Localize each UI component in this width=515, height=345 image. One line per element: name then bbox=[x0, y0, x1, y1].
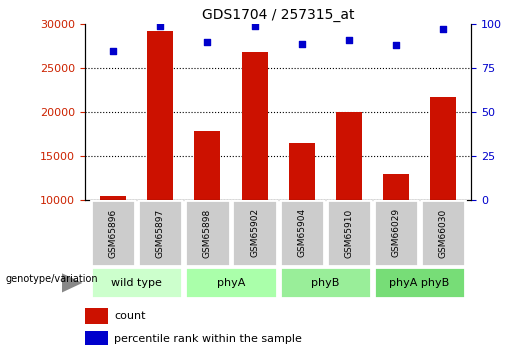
Text: GSM66030: GSM66030 bbox=[438, 208, 448, 257]
Bar bbox=[85, 331, 108, 345]
Bar bbox=[327, 200, 371, 266]
Bar bbox=[289, 143, 315, 288]
Bar bbox=[85, 308, 108, 324]
Text: GSM65910: GSM65910 bbox=[344, 208, 353, 257]
Bar bbox=[336, 112, 362, 288]
Point bbox=[156, 23, 164, 29]
Bar bbox=[195, 131, 220, 288]
Bar bbox=[185, 267, 277, 298]
Bar bbox=[421, 200, 465, 266]
Point bbox=[439, 27, 447, 32]
Bar bbox=[280, 267, 371, 298]
Point bbox=[392, 42, 400, 48]
Text: phyB: phyB bbox=[311, 278, 339, 288]
Bar bbox=[242, 52, 267, 288]
Point bbox=[250, 23, 259, 29]
Text: GSM65897: GSM65897 bbox=[156, 208, 165, 257]
Bar bbox=[374, 267, 465, 298]
Point bbox=[298, 41, 306, 46]
Bar bbox=[383, 174, 409, 288]
Bar bbox=[374, 200, 418, 266]
Text: GSM66029: GSM66029 bbox=[391, 208, 400, 257]
Text: genotype/variation: genotype/variation bbox=[5, 275, 98, 284]
Text: GSM65904: GSM65904 bbox=[297, 208, 306, 257]
Bar bbox=[138, 200, 182, 266]
Point bbox=[345, 37, 353, 43]
Text: phyA: phyA bbox=[217, 278, 245, 288]
Title: GDS1704 / 257315_at: GDS1704 / 257315_at bbox=[202, 8, 354, 22]
Text: wild type: wild type bbox=[111, 278, 162, 288]
Bar bbox=[280, 200, 324, 266]
Polygon shape bbox=[62, 273, 82, 293]
Text: GSM65896: GSM65896 bbox=[109, 208, 118, 257]
Text: percentile rank within the sample: percentile rank within the sample bbox=[114, 334, 302, 344]
Text: count: count bbox=[114, 311, 145, 321]
Point bbox=[109, 48, 117, 53]
Bar bbox=[185, 200, 230, 266]
Point bbox=[203, 39, 212, 45]
Text: phyA phyB: phyA phyB bbox=[389, 278, 450, 288]
Text: GSM65898: GSM65898 bbox=[203, 208, 212, 257]
Bar bbox=[91, 200, 135, 266]
Bar bbox=[232, 200, 277, 266]
Bar bbox=[430, 97, 456, 288]
Bar bbox=[100, 196, 126, 288]
Text: GSM65902: GSM65902 bbox=[250, 208, 259, 257]
Bar bbox=[147, 31, 173, 288]
Bar bbox=[91, 267, 182, 298]
